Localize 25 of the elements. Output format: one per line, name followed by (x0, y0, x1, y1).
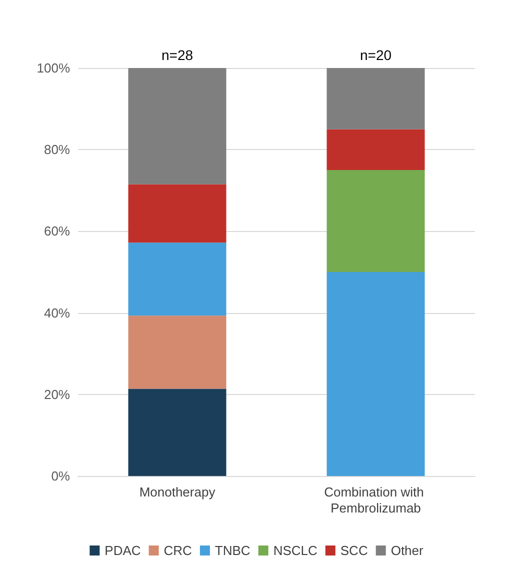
y-tick-label: 20% (44, 386, 70, 402)
y-tick-label: 80% (44, 142, 70, 158)
bar (326, 170, 425, 272)
legend-label: CRC (164, 543, 192, 558)
legend-label: TNBC (214, 543, 250, 558)
annotation: n=20 (360, 47, 392, 63)
y-tick-label: 40% (44, 305, 70, 320)
x-tick-label: Monotherapy (139, 484, 216, 500)
bar (128, 68, 226, 184)
y-tick-label: 100% (36, 60, 70, 76)
y-tick-label: 0% (51, 468, 70, 484)
bar (128, 242, 226, 316)
bar (326, 272, 425, 476)
legend-label: NSCLC (273, 543, 318, 558)
bar (128, 184, 226, 243)
legend-label: Other (390, 543, 424, 558)
legend-label: SCC (340, 543, 368, 558)
legend-label: PDAC (104, 543, 141, 558)
bar (128, 316, 226, 389)
annotation: n=28 (161, 47, 194, 63)
bar (326, 129, 425, 170)
x-tick-label: Combination with Pembrolizumab (324, 484, 428, 516)
bar (128, 388, 226, 476)
y-tick-label: 60% (44, 224, 70, 239)
bar (326, 68, 425, 130)
